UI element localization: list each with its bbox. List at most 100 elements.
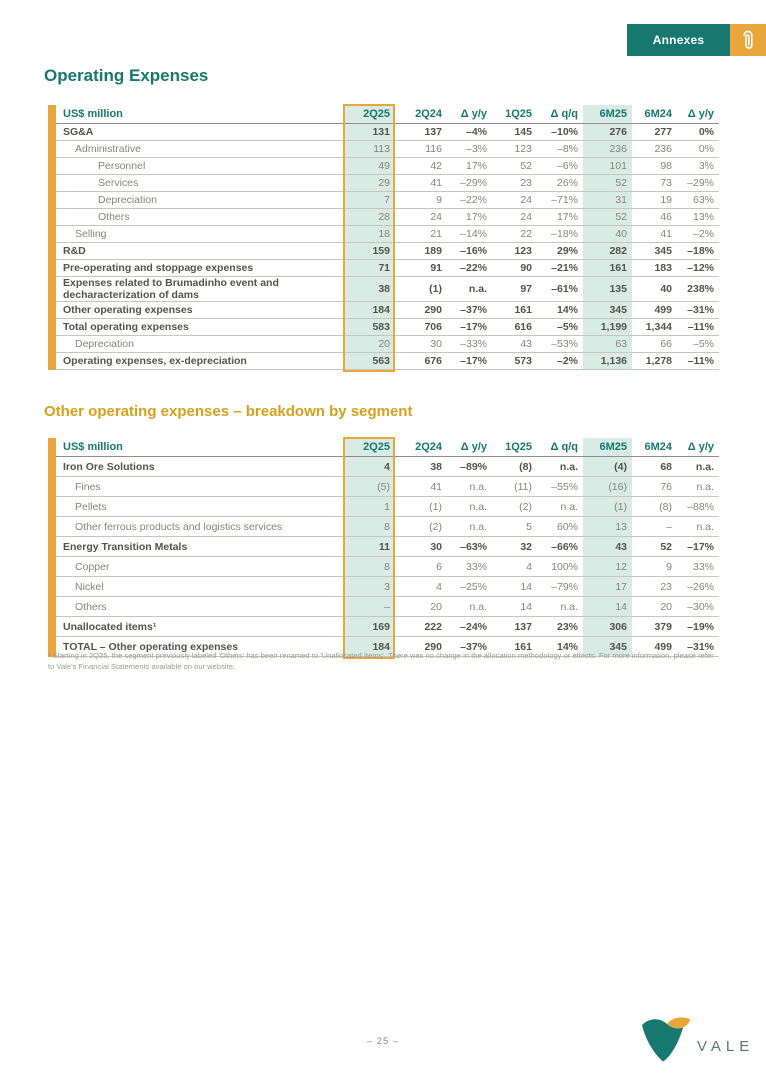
value-cell: 11 — [345, 537, 395, 556]
value-cell: 28 — [345, 209, 395, 225]
page-number: – 25 – — [366, 1036, 400, 1047]
value-cell: (2) — [429, 520, 442, 533]
value-cell: 49 — [345, 158, 395, 174]
value-cell: 52 — [520, 160, 532, 172]
value-cell: 76 — [660, 480, 672, 493]
value-cell: 161 — [583, 260, 632, 276]
row-label: Administrative — [75, 143, 141, 155]
value-cell: 38 — [345, 277, 395, 301]
value-cell: n.a. — [560, 500, 578, 513]
other-operating-expenses-table: US$ million 2Q25 2Q24 Δ y/y 1Q25 Δ q/q 6M25 6M2… — [48, 437, 719, 659]
value-cell: 189 — [424, 245, 442, 257]
value-cell: 290 — [424, 304, 442, 316]
value-cell: 236 — [654, 143, 672, 155]
value-cell: (1) — [429, 500, 442, 513]
value-cell: –24% — [460, 620, 487, 633]
value-cell: 1 — [345, 497, 395, 516]
table-row: Operating expenses, ex-depreciation 563 67… — [56, 353, 719, 370]
value-cell: –21% — [551, 262, 578, 274]
value-cell: n.a. — [559, 460, 578, 473]
value-cell: 137 — [424, 126, 442, 138]
value-cell: 43 — [583, 537, 632, 556]
table-row: Fines (5) 41 n.a. (11) –55% (16) 76 n.a. — [56, 477, 719, 497]
value-cell: –4% — [465, 126, 487, 138]
value-cell: (1) — [583, 497, 632, 516]
value-cell: 4 — [526, 560, 532, 573]
value-cell: 13% — [692, 211, 714, 223]
value-cell: 345 — [583, 302, 632, 318]
value-cell: 499 — [654, 640, 672, 653]
value-cell: –11% — [687, 355, 714, 367]
value-cell: 24 — [520, 194, 532, 206]
value-cell: 583 — [345, 319, 395, 335]
value-cell: 706 — [424, 321, 442, 333]
value-cell: 222 — [424, 620, 442, 633]
table-row: Unallocated items¹ 169 222 –24% 137 23% 306 379… — [56, 617, 719, 637]
annexes-button[interactable]: Annexes — [627, 24, 730, 56]
row-label: R&D — [63, 245, 86, 257]
footnote: ¹ Starting in 2Q25, the segment previous… — [48, 651, 714, 671]
annexes-label: Annexes — [652, 33, 705, 47]
value-cell: 0% — [698, 143, 714, 155]
value-cell: 345 — [654, 245, 672, 257]
value-cell: 98 — [660, 160, 672, 172]
table-row: Nickel 3 4 –25% 14 –79% 17 23 –26% — [56, 577, 719, 597]
value-cell: n.a. — [469, 600, 487, 613]
row-label: Personnel — [98, 160, 146, 172]
value-cell: –17% — [460, 321, 487, 333]
value-cell: 137 — [514, 620, 532, 633]
row-label: Other ferrous products and logistics ser… — [75, 520, 283, 533]
value-cell: 8 — [345, 517, 395, 536]
value-cell: 41 — [660, 228, 672, 240]
value-cell: 161 — [514, 640, 532, 653]
value-cell: 41 — [430, 177, 442, 189]
value-cell: 43 — [520, 338, 532, 350]
value-cell: 499 — [654, 304, 672, 316]
value-cell: 1,199 — [583, 319, 632, 335]
value-cell: 290 — [424, 640, 442, 653]
value-cell: 1,344 — [645, 321, 672, 333]
attachment-button[interactable] — [730, 24, 766, 56]
table-row: SG&A 131 137 –4% 145 –10% 276 277 0% — [56, 124, 719, 141]
value-cell: –22% — [460, 262, 487, 274]
value-cell: 20 — [430, 600, 442, 613]
value-cell: n.a. — [468, 283, 487, 295]
value-cell: –79% — [551, 580, 578, 593]
value-cell: 282 — [583, 243, 632, 259]
value-cell: 40 — [660, 283, 672, 295]
value-cell: 100% — [551, 560, 578, 573]
value-cell: 18 — [345, 226, 395, 242]
value-cell: 91 — [430, 262, 442, 274]
value-cell: 32 — [520, 540, 532, 553]
row-label: Energy Transition Metals — [63, 540, 188, 553]
row-label: Depreciation — [98, 194, 157, 206]
value-cell: 184 — [345, 637, 395, 656]
row-label: Iron Ore Solutions — [63, 460, 155, 473]
value-cell: 145 — [514, 126, 532, 138]
value-cell: 19 — [660, 194, 672, 206]
value-cell: 0% — [698, 126, 714, 138]
column-header: 2Q25 — [345, 438, 395, 456]
value-cell: 1,278 — [645, 355, 672, 367]
table-row: Energy Transition Metals 11 30 –63% 32 –66% 43… — [56, 537, 719, 557]
column-header: 2Q24 — [415, 441, 442, 453]
row-label: Others — [75, 600, 107, 613]
value-cell: 52 — [583, 175, 632, 191]
value-cell: –66% — [551, 540, 578, 553]
value-cell: 73 — [660, 177, 672, 189]
value-cell: 14% — [556, 640, 578, 653]
unit-label: US$ million — [63, 441, 123, 453]
value-cell: –5% — [692, 338, 714, 350]
value-cell: 276 — [583, 124, 632, 140]
value-cell: –19% — [687, 620, 714, 633]
table-row: Expenses related to Brumadinho event and… — [56, 277, 719, 302]
value-cell: (4) — [583, 457, 632, 476]
value-cell: 573 — [514, 355, 532, 367]
value-cell: 379 — [654, 620, 672, 633]
value-cell: –18% — [551, 228, 578, 240]
column-header: 6M25 — [583, 438, 632, 456]
row-label: TOTAL – Other operating expenses — [63, 640, 239, 653]
row-label: Expenses related to Brumadinho event and… — [63, 277, 279, 301]
section2-title: Other operating expenses – breakdown by … — [44, 403, 413, 420]
row-label: Others — [98, 211, 130, 223]
